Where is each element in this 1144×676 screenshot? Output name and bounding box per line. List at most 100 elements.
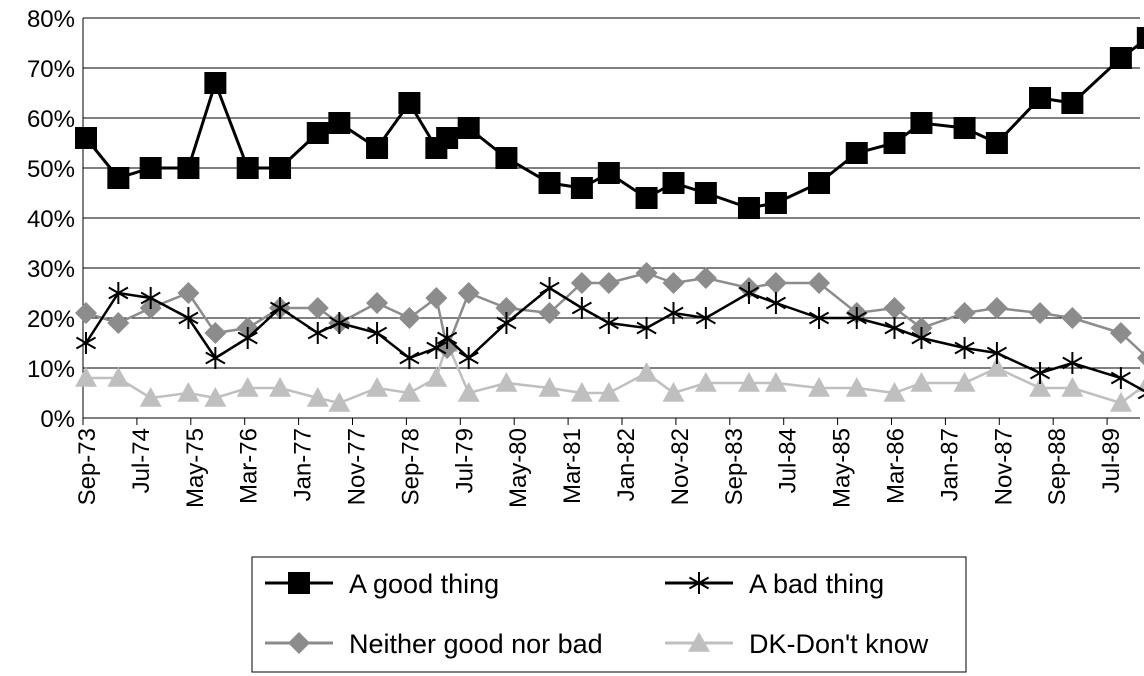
data-point bbox=[808, 272, 831, 294]
data-point bbox=[496, 312, 517, 334]
x-tick-label: May-75 bbox=[182, 428, 209, 508]
data-point bbox=[1109, 392, 1132, 412]
data-point bbox=[662, 172, 685, 194]
data-point bbox=[845, 377, 868, 397]
data-point bbox=[1109, 47, 1132, 69]
data-point bbox=[177, 282, 200, 304]
data-point bbox=[178, 307, 199, 329]
data-point bbox=[1029, 302, 1052, 324]
x-tick-label: Jan-82 bbox=[613, 428, 640, 501]
data-point bbox=[495, 372, 518, 392]
x-tick-label: Jul-89 bbox=[1098, 428, 1125, 493]
data-point bbox=[1029, 87, 1052, 109]
data-point bbox=[808, 377, 831, 397]
y-tick-label: 10% bbox=[27, 356, 75, 383]
y-tick-label: 0% bbox=[40, 406, 75, 433]
data-point bbox=[457, 117, 480, 139]
data-point bbox=[1109, 322, 1132, 344]
data-point bbox=[764, 192, 787, 214]
data-point bbox=[329, 312, 350, 334]
data-point bbox=[570, 272, 593, 294]
data-point bbox=[764, 272, 787, 294]
y-tick-label: 20% bbox=[27, 306, 75, 333]
data-point bbox=[765, 292, 786, 314]
y-axis: 0% 10% 20% 30% 40% 50% 60% 70% 80% bbox=[27, 6, 84, 433]
data-point bbox=[457, 382, 480, 402]
data-point bbox=[662, 272, 685, 294]
legend-item: A bad thing bbox=[665, 569, 884, 599]
series-neither-good-nor-bad bbox=[75, 262, 1144, 366]
data-point bbox=[538, 172, 561, 194]
data-point bbox=[204, 387, 227, 407]
data-point bbox=[1136, 27, 1144, 49]
legend-marker bbox=[288, 572, 310, 594]
legend-box bbox=[251, 556, 967, 673]
data-point bbox=[75, 127, 97, 149]
legend-item: Neither good nor bad bbox=[265, 629, 603, 659]
data-point bbox=[139, 387, 162, 407]
y-tick-label: 40% bbox=[27, 206, 75, 233]
series-a-good-thing bbox=[75, 27, 1144, 219]
data-point bbox=[398, 92, 421, 114]
data-point bbox=[495, 147, 518, 169]
data-point bbox=[883, 297, 906, 319]
x-axis: Sep-73 Jul-74 May-75 Mar-76 Jan-77 Nov-77 Sep-… bbox=[74, 418, 1125, 508]
data-point bbox=[985, 357, 1008, 377]
data-point bbox=[437, 327, 458, 349]
data-point bbox=[177, 157, 200, 179]
data-point bbox=[597, 382, 620, 402]
data-point bbox=[236, 377, 259, 397]
x-tick-label: Nov-77 bbox=[344, 428, 371, 505]
data-point bbox=[635, 362, 658, 382]
data-point bbox=[1062, 352, 1083, 374]
x-tick-label: Mar-81 bbox=[559, 428, 586, 504]
data-point bbox=[366, 377, 389, 397]
data-point bbox=[75, 302, 97, 324]
x-tick-label: Jul-74 bbox=[128, 428, 155, 493]
x-tick-label: Jul-79 bbox=[451, 428, 478, 493]
data-point bbox=[398, 382, 421, 402]
data-point bbox=[1061, 377, 1084, 397]
x-tick-label: Mar-76 bbox=[236, 428, 263, 504]
data-point bbox=[436, 127, 459, 149]
legend: A good thing A bad thing Neither good nor … bbox=[251, 556, 967, 673]
data-point bbox=[597, 162, 620, 184]
data-point bbox=[953, 302, 976, 324]
y-tick-label: 70% bbox=[27, 56, 75, 83]
legend-item: DK-Don't know bbox=[665, 629, 929, 659]
data-point bbox=[662, 382, 685, 402]
legend-marker bbox=[288, 632, 310, 654]
data-point bbox=[366, 137, 389, 159]
data-point bbox=[986, 342, 1007, 364]
y-tick-label: 30% bbox=[27, 256, 75, 283]
x-tick-label: May-85 bbox=[829, 428, 856, 508]
data-point bbox=[108, 282, 129, 304]
data-point bbox=[107, 312, 130, 334]
legend-label: DK-Don't know bbox=[749, 629, 929, 659]
data-point bbox=[366, 292, 389, 314]
data-point bbox=[1029, 377, 1052, 397]
data-point bbox=[985, 297, 1008, 319]
data-point bbox=[737, 372, 760, 392]
data-point bbox=[269, 157, 292, 179]
data-point bbox=[883, 132, 906, 154]
data-point bbox=[425, 287, 448, 309]
data-point bbox=[884, 317, 905, 339]
data-point bbox=[808, 307, 830, 329]
data-point bbox=[953, 117, 976, 139]
data-point bbox=[985, 132, 1008, 154]
data-point bbox=[694, 182, 717, 204]
data-point bbox=[1061, 92, 1084, 114]
data-point bbox=[269, 377, 292, 397]
data-point bbox=[204, 322, 227, 344]
data-point bbox=[636, 317, 657, 339]
data-point bbox=[663, 302, 684, 324]
data-point bbox=[953, 372, 976, 392]
data-point bbox=[883, 382, 906, 402]
data-point bbox=[307, 322, 328, 344]
data-point bbox=[571, 297, 592, 319]
data-point bbox=[910, 372, 933, 392]
x-tick-label: May-80 bbox=[505, 428, 532, 508]
x-tick-label: Mar-86 bbox=[883, 428, 910, 504]
